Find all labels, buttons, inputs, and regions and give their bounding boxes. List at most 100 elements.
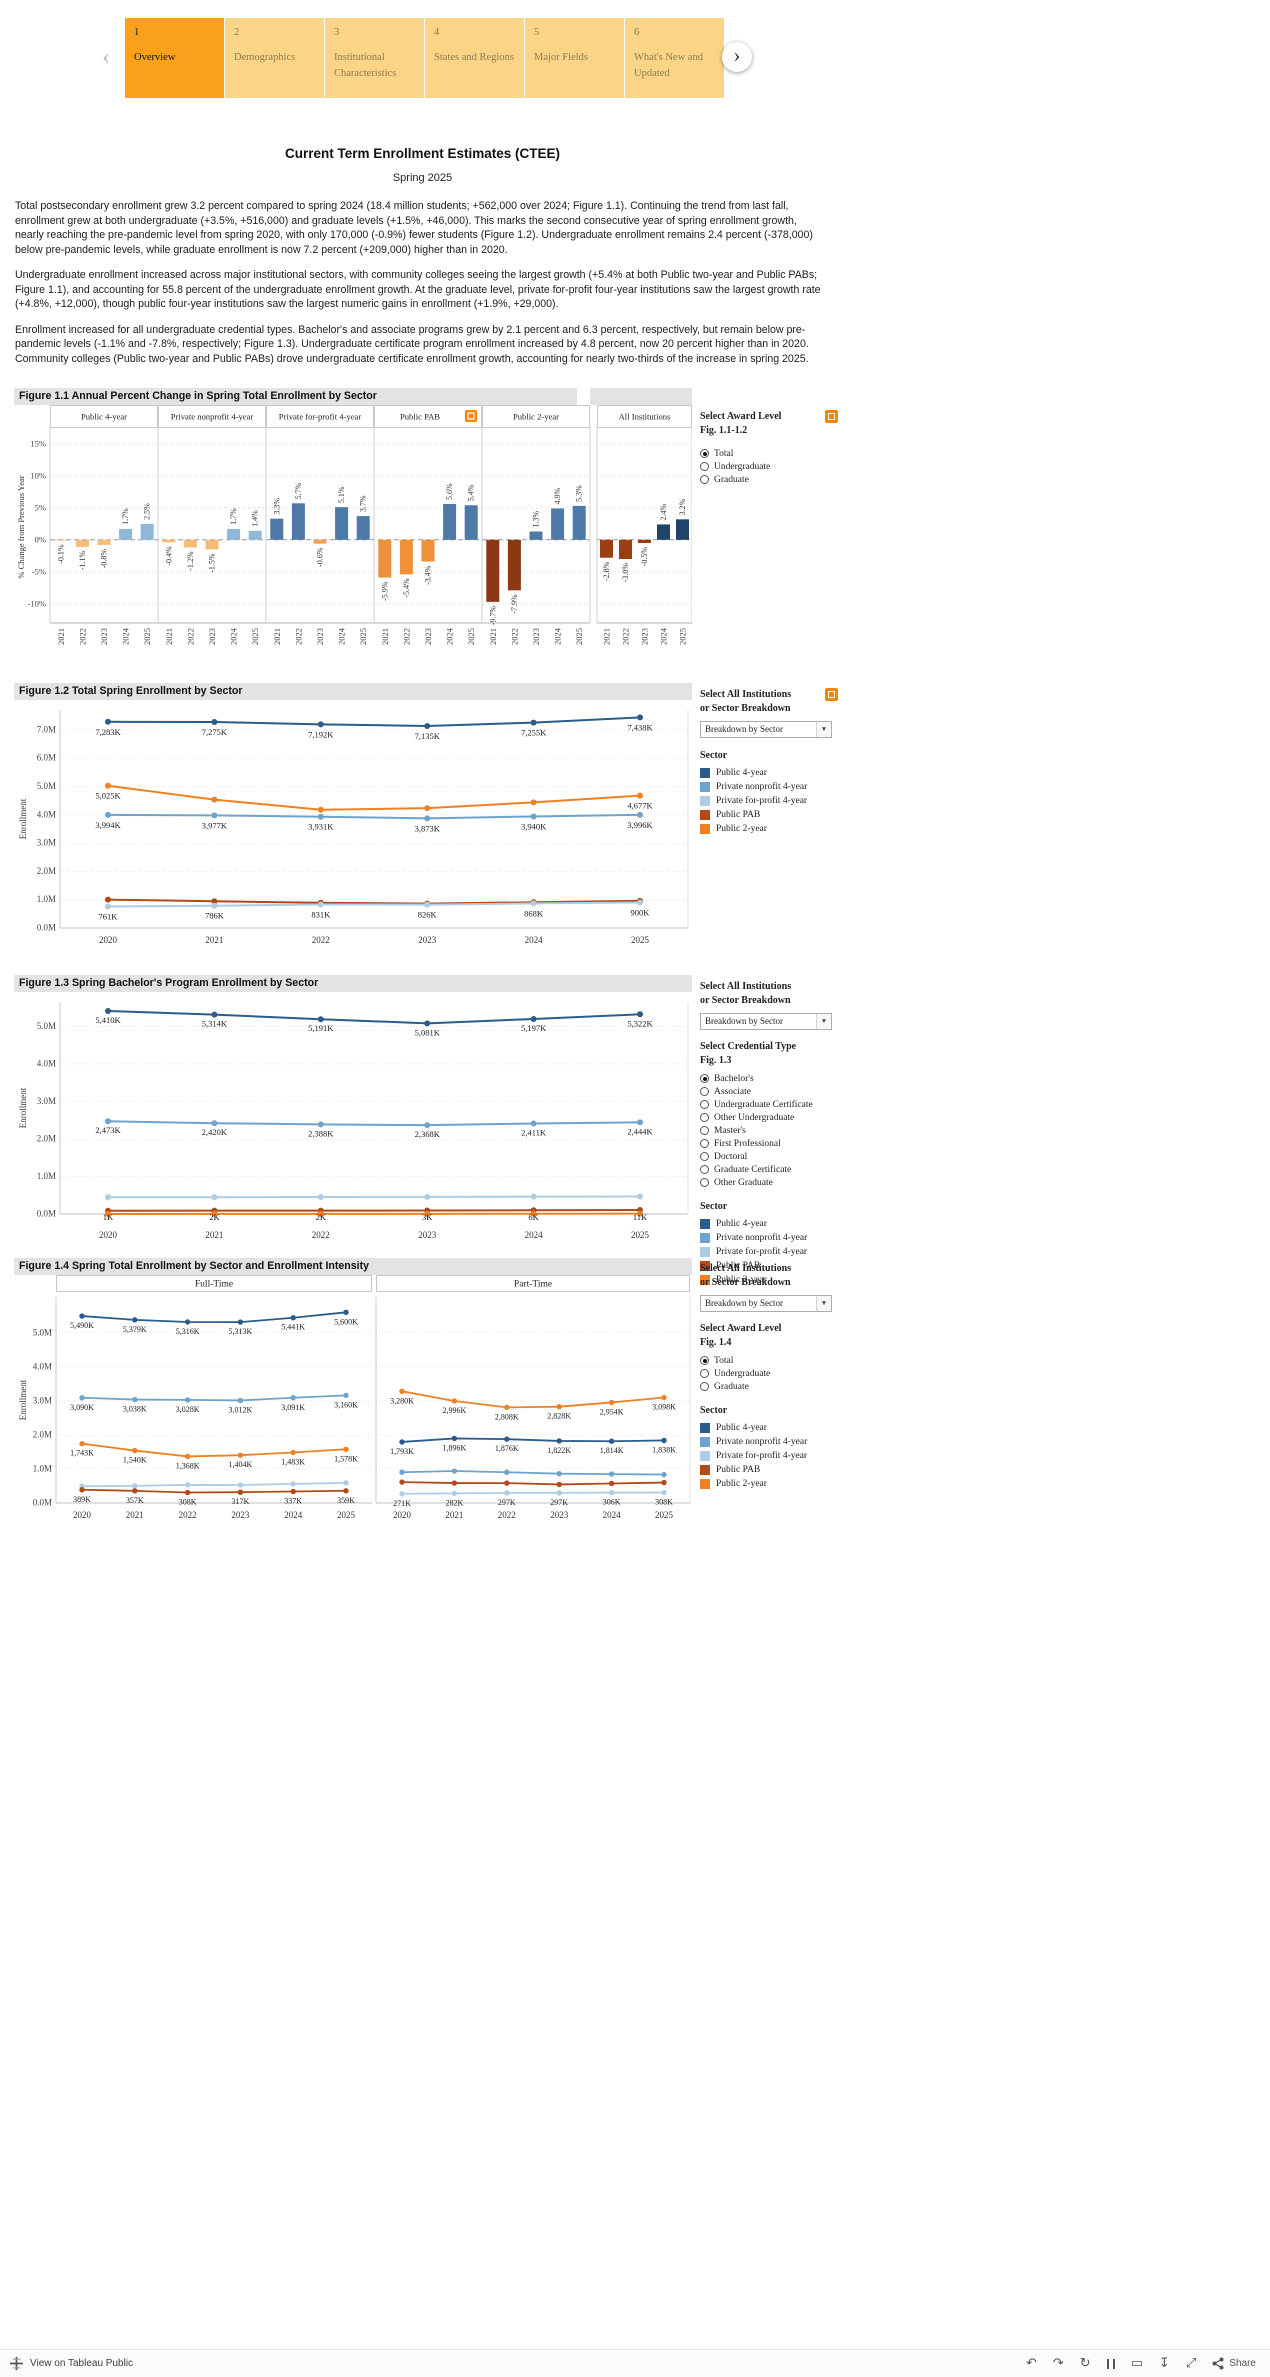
line-series-public-4-year[interactable]: [105, 1008, 643, 1027]
line-series-private-for-profit-4-year[interactable]: [79, 1480, 349, 1490]
display-icon[interactable]: ▭: [1130, 2356, 1143, 2371]
nav-tab-overview[interactable]: 1 Overview: [125, 18, 224, 98]
fullscreen-icon[interactable]: ⤢: [1185, 2356, 1197, 2371]
line-series-private-nonprofit-4-year[interactable]: [105, 1118, 643, 1129]
data-label: 1,540K: [123, 1456, 147, 1465]
info-icon[interactable]: [825, 410, 838, 423]
figure-1-2-chart[interactable]: 0.0M 1.0M 2.0M 3.0M 4.0M 5.0M 6.0M 7.0M Enrollme…: [14, 700, 706, 952]
sector-breakdown-dropdown[interactable]: Breakdown by Sector ▼: [700, 1013, 832, 1030]
figure-1-4: Figure 1.4 Spring Total Enrollment by Se…: [14, 1258, 706, 1530]
sector-breakdown-dropdown[interactable]: Breakdown by Sector ▼: [700, 1295, 832, 1312]
legend-item-public-2-year[interactable]: Public 2-year: [700, 1477, 840, 1491]
line-series-public-2-year[interactable]: [105, 1210, 643, 1217]
share-button[interactable]: Share: [1212, 2357, 1256, 2370]
nav-tab-what-s-new-and-updated[interactable]: 6 What's New and Updated: [625, 18, 724, 98]
nav-tab-label: What's New and Updated: [634, 51, 703, 79]
radio-undergraduate[interactable]: Undergraduate: [700, 460, 840, 473]
data-label: 2K: [316, 1212, 327, 1222]
radio-undergraduate-certificate[interactable]: Undergraduate Certificate: [700, 1098, 840, 1111]
sector-header: Public PAB: [400, 412, 440, 422]
fig11-svg: % Change from Previous Year 15% 10% 5% 0% -5%…: [16, 405, 692, 645]
view-on-tableau-public-link[interactable]: View on Tableau Public: [10, 2357, 133, 2370]
legend-item-public-4-year[interactable]: Public 4-year: [700, 1217, 840, 1231]
y-tick: 5%: [35, 502, 46, 512]
line-series-public-2-year[interactable]: [79, 1440, 349, 1460]
data-label: 3,977K: [202, 820, 228, 830]
line-series-public-pab[interactable]: [79, 1487, 349, 1496]
legend-item-public-4-year[interactable]: Public 4-year: [700, 1421, 840, 1435]
figure-1-4-chart[interactable]: 0.0M 1.0M 2.0M 3.0M 4.0M 5.0M Enrollment Full-T…: [14, 1275, 706, 1530]
line-series-private-for-profit-4-year[interactable]: [105, 1193, 643, 1201]
nav-tab-label: States and Regions: [434, 51, 514, 63]
bar-series-all-institutions[interactable]: [600, 519, 689, 559]
bar-series-public-pab[interactable]: [378, 503, 478, 578]
line-series-public-pab[interactable]: [105, 1206, 643, 1214]
legend-item-public-4-year[interactable]: Public 4-year: [700, 766, 840, 780]
line-series-private-for-profit-4-year[interactable]: [399, 1489, 667, 1497]
nav-tab-institutional-characteristics[interactable]: 3 Institutional Characteristics: [325, 18, 424, 98]
fig14-svg: 0.0M 1.0M 2.0M 3.0M 4.0M 5.0M Enrollment Full-T…: [18, 1275, 691, 1520]
nav-next-icon[interactable]: ›: [722, 42, 752, 72]
y-tick: 3.0M: [37, 1096, 56, 1106]
radio-graduate[interactable]: Graduate: [700, 1380, 840, 1393]
radio-doctoral[interactable]: Doctoral: [700, 1150, 840, 1163]
line-series-private-nonprofit-4-year[interactable]: [105, 811, 643, 822]
info-icon[interactable]: [825, 688, 838, 701]
legend-item-private-for-profit-4-year[interactable]: Private for-profit 4-year: [700, 1245, 840, 1259]
undo-icon[interactable]: ↶: [1025, 2356, 1037, 2371]
legend-item-private-nonprofit-4-year[interactable]: Private nonprofit 4-year: [700, 1435, 840, 1449]
legend-item-private-nonprofit-4-year[interactable]: Private nonprofit 4-year: [700, 1231, 840, 1245]
x-tick: 2022: [179, 1510, 197, 1520]
line-series-public-pab[interactable]: [399, 1479, 667, 1488]
legend-item-private-nonprofit-4-year[interactable]: Private nonprofit 4-year: [700, 780, 840, 794]
radio-button-icon: [700, 1087, 709, 1096]
radio-undergraduate[interactable]: Undergraduate: [700, 1367, 840, 1380]
bar-series-public-4-year[interactable]: [54, 523, 154, 547]
line-series-private-nonprofit-4-year[interactable]: [399, 1468, 667, 1478]
bar-series-public-2-year[interactable]: [486, 505, 586, 602]
radio-first-professional[interactable]: First Professional: [700, 1137, 840, 1150]
nav-previous-icon[interactable]: ‹: [102, 44, 110, 70]
legend-item-public-pab[interactable]: Public PAB: [700, 1463, 840, 1477]
figure-1-3-chart[interactable]: 0.0M 1.0M 2.0M 3.0M 4.0M 5.0M Enrollment 2020 20…: [14, 992, 706, 1244]
redo-icon[interactable]: ↷: [1052, 2356, 1064, 2371]
legend-item-private-for-profit-4-year[interactable]: Private for-profit 4-year: [700, 1449, 840, 1463]
bar-series-private-for-profit-4-year[interactable]: [270, 503, 370, 544]
line-series-public-4-year[interactable]: [79, 1309, 349, 1325]
radio-other-graduate[interactable]: Other Graduate: [700, 1176, 840, 1189]
line-series-public-2-year[interactable]: [105, 782, 643, 813]
line-series-private-nonprofit-4-year[interactable]: [79, 1392, 349, 1404]
legend-item-private-for-profit-4-year[interactable]: Private for-profit 4-year: [700, 794, 840, 808]
replay-icon[interactable]: ↻: [1079, 2356, 1091, 2371]
radio-associate[interactable]: Associate: [700, 1085, 840, 1098]
line-series-private-for-profit-4-year[interactable]: [105, 899, 643, 910]
data-label: 831K: [311, 909, 331, 919]
nav-tab-demographics[interactable]: 2 Demographics: [225, 18, 324, 98]
nav-tab-states-and-regions[interactable]: 4 States and Regions: [425, 18, 524, 98]
radio-other-undergraduate[interactable]: Other Undergraduate: [700, 1111, 840, 1124]
download-icon[interactable]: ↧: [1159, 2356, 1170, 2371]
data-label: 7,135K: [415, 731, 441, 741]
pause-icon[interactable]: [1106, 2358, 1115, 2369]
radio-bachelor-s[interactable]: Bachelor's: [700, 1072, 840, 1085]
info-icon[interactable]: [465, 410, 477, 422]
data-label: 1,876K: [495, 1444, 519, 1453]
bar-series-private-nonprofit-4-year[interactable]: [162, 528, 262, 550]
x-tick: 2021: [56, 628, 66, 645]
figure-1-1-chart[interactable]: % Change from Previous Year 15% 10% 5% 0% -5%…: [14, 405, 706, 657]
legend-item-public-pab[interactable]: Public PAB: [700, 808, 840, 822]
legend-item-public-2-year[interactable]: Public 2-year: [700, 1273, 840, 1287]
radio-graduate[interactable]: Graduate: [700, 473, 840, 486]
sector-header: All Institutions: [619, 412, 671, 422]
line-series-public-4-year[interactable]: [105, 714, 643, 729]
nav-tab-major-fields[interactable]: 5 Major Fields: [525, 18, 624, 98]
line-series-public-2-year[interactable]: [399, 1388, 667, 1411]
legend-item-public-2-year[interactable]: Public 2-year: [700, 822, 840, 836]
legend-item-public-pab[interactable]: Public PAB: [700, 1259, 840, 1273]
radio-total[interactable]: Total: [700, 447, 840, 460]
radio-total[interactable]: Total: [700, 1354, 840, 1367]
line-series-public-4-year[interactable]: [399, 1435, 667, 1445]
sector-breakdown-dropdown[interactable]: Breakdown by Sector ▼: [700, 721, 832, 738]
radio-graduate-certificate[interactable]: Graduate Certificate: [700, 1163, 840, 1176]
radio-master-s[interactable]: Master's: [700, 1124, 840, 1137]
